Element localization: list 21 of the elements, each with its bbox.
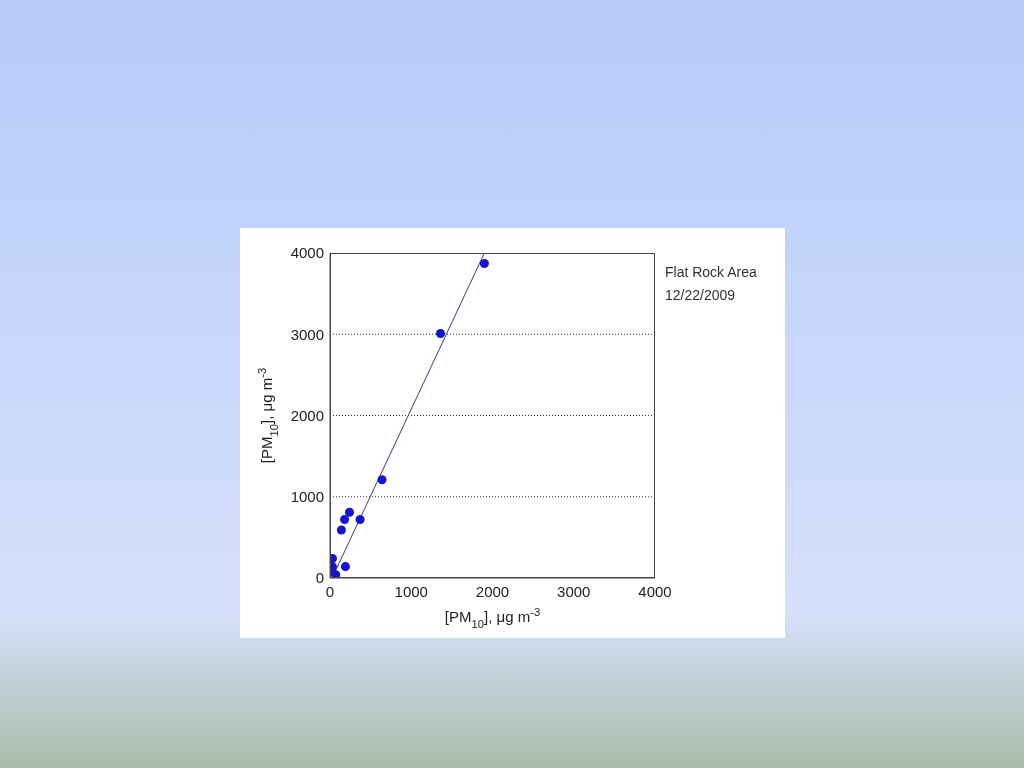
point [355, 514, 365, 525]
x-tick-label: 0 [325, 582, 335, 600]
point [344, 507, 355, 517]
text: Flat Rock Area [665, 264, 757, 280]
x-tick-label: 1000 [394, 582, 428, 600]
point [340, 514, 350, 525]
x-tick-label: 4000 [638, 582, 672, 600]
y-tick-label: 4000 [290, 244, 324, 262]
y-tick-label: 3000 [290, 325, 324, 343]
point [377, 475, 387, 485]
x-axis-title: [PM$_{10}$], μg m$^{-3}$ [444, 606, 541, 630]
point [340, 562, 350, 572]
point [479, 259, 489, 269]
y-tick-label: 1000 [290, 488, 324, 506]
point [336, 525, 346, 535]
y-tick-label: 0 [315, 569, 324, 587]
text: 12/22/2009 [665, 287, 736, 303]
point [435, 328, 446, 338]
x-tick-label: 3000 [557, 582, 591, 600]
x-tick-label: 2000 [475, 582, 510, 600]
y-tick-label: 2000 [290, 406, 324, 424]
